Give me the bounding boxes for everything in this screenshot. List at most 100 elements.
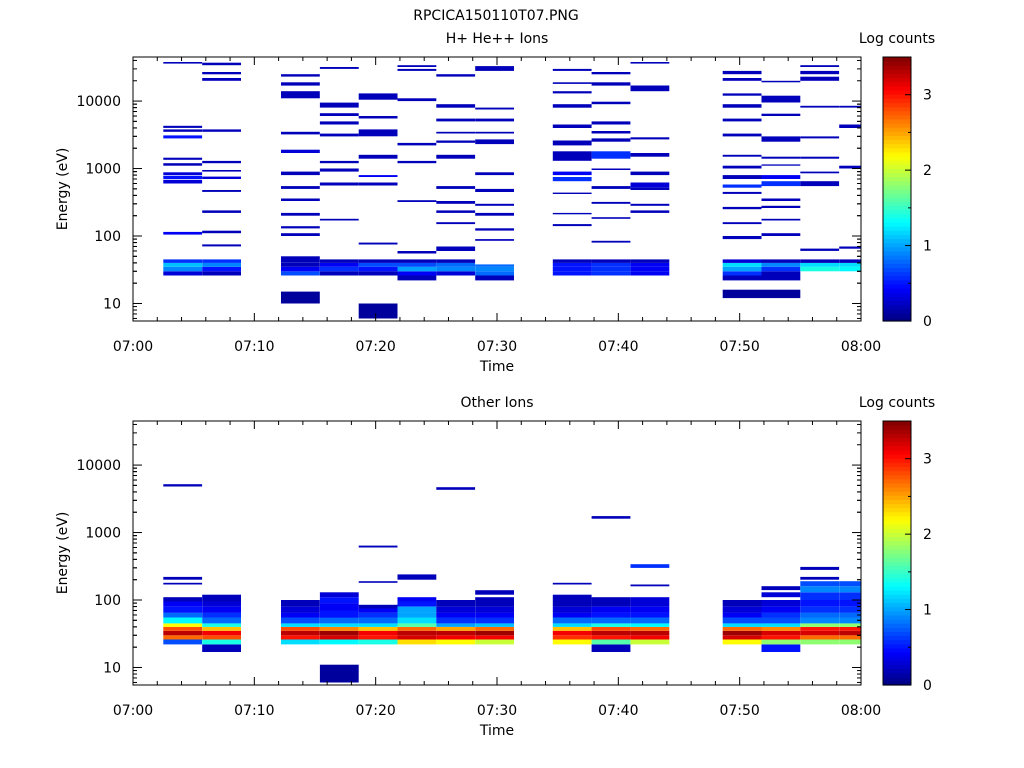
x-tick-label: 07:30	[477, 703, 517, 719]
heatmap-cell	[436, 487, 476, 490]
heatmap-cell	[281, 600, 320, 607]
colorbar-swatch	[883, 532, 911, 538]
heatmap-cell	[630, 262, 670, 267]
x-tick-label: 07:10	[234, 339, 274, 355]
heatmap-cell	[630, 153, 670, 157]
heatmap-cell	[281, 74, 320, 77]
colorbar-swatch	[883, 61, 911, 66]
heatmap-cell	[281, 606, 320, 613]
y-tick-label: 10000	[76, 94, 121, 110]
colorbar-swatch	[883, 90, 911, 95]
colorbar-swatch	[883, 668, 911, 674]
heatmap-cell	[436, 630, 476, 636]
heatmap-cell	[630, 171, 670, 176]
heatmap-cell	[591, 121, 631, 125]
colorbar-swatch	[883, 594, 911, 599]
heatmap-cell	[281, 149, 320, 153]
colorbar-swatch	[883, 478, 911, 484]
heatmap-cell	[839, 581, 861, 587]
colorbar-swatch	[883, 300, 911, 306]
colorbar-swatch	[883, 466, 911, 472]
heatmap-cell	[591, 138, 631, 142]
colorbar-swatch	[883, 94, 911, 99]
heatmap-cell	[202, 176, 241, 179]
heatmap-cell	[163, 266, 203, 272]
heatmap-cell	[319, 623, 359, 627]
colorbar-swatch	[883, 565, 911, 571]
colorbar-swatch	[883, 524, 911, 529]
heatmap-cell	[202, 594, 241, 602]
colorbar-swatch	[883, 193, 911, 198]
heatmap-cell	[800, 266, 840, 272]
heatmap-cell	[761, 233, 801, 236]
heatmap-cell	[436, 222, 476, 225]
heatmap-cell	[630, 187, 670, 190]
heatmap-cell	[163, 639, 203, 645]
colorbar-swatch	[883, 602, 911, 608]
colorbar-swatch	[883, 222, 911, 227]
heatmap-cell	[319, 160, 359, 164]
colorbar: 0 1 2 3 Log counts	[859, 395, 935, 694]
heatmap-cell	[358, 259, 398, 263]
heatmap-cell	[552, 104, 592, 108]
colorbar-swatch	[883, 635, 911, 641]
colorbar-swatch	[883, 131, 911, 136]
heatmap-cell	[839, 105, 861, 108]
heatmap-cell	[761, 592, 801, 598]
colorbar-swatch	[883, 503, 911, 509]
y-axis-label: Energy (eV)	[55, 512, 71, 595]
heatmap-cell	[722, 118, 762, 122]
colorbar-swatch	[883, 507, 911, 513]
heatmap-cell	[839, 592, 861, 600]
colorbar-swatch	[883, 147, 911, 153]
heatmap-cell	[722, 289, 762, 299]
y-tick-label: 1000	[85, 526, 121, 542]
heatmap-cell	[202, 644, 241, 652]
panel-title: Other Ions	[460, 395, 533, 411]
heatmap-cell	[281, 266, 320, 272]
colorbar-swatch	[883, 110, 911, 116]
colorbar-swatch	[883, 499, 911, 505]
heatmap-cell	[281, 626, 320, 631]
colorbar-swatch	[883, 238, 911, 244]
heatmap-cell	[358, 581, 398, 583]
heatmap-cell	[202, 244, 241, 247]
heatmap-cell	[630, 626, 670, 631]
heatmap-cell	[591, 168, 631, 170]
colorbar-swatch	[883, 275, 911, 281]
colorbar-swatch	[883, 127, 911, 132]
heatmap-cell	[475, 626, 514, 631]
heatmap-cell	[163, 172, 203, 176]
heatmap-cell	[552, 617, 592, 624]
heatmap-cell	[800, 181, 840, 187]
heatmap-cell	[761, 617, 801, 624]
colorbar-swatch	[883, 283, 911, 289]
heatmap-cell	[839, 626, 861, 631]
colorbar-swatch	[883, 511, 911, 517]
heatmap-cell	[281, 91, 320, 99]
colorbar-tick-label: 0	[923, 314, 932, 330]
colorbar-swatch	[883, 279, 911, 285]
y-tick-label: 100	[94, 593, 121, 609]
heatmap-cell	[397, 271, 437, 276]
heatmap-cell	[839, 259, 861, 263]
heatmap-cell	[591, 612, 631, 618]
colorbar-swatch	[883, 259, 911, 264]
colorbar-swatch	[883, 631, 911, 637]
heatmap-cell	[761, 275, 801, 281]
heatmap-cell	[761, 80, 801, 83]
heatmap-cell	[281, 233, 320, 236]
heatmap-cell	[202, 170, 241, 172]
heatmap-cell	[319, 626, 359, 631]
colorbar-swatch	[883, 581, 911, 587]
heatmap-cell	[475, 203, 514, 206]
heatmap-cell	[722, 93, 762, 96]
heatmap-cell	[761, 113, 801, 116]
heatmap-cell	[281, 291, 320, 304]
plot-frame	[132, 420, 862, 686]
heatmap-cell	[722, 206, 762, 210]
heatmap-cell	[163, 135, 203, 139]
heatmap-cell	[202, 72, 241, 75]
y-tick-label: 100	[94, 229, 121, 245]
